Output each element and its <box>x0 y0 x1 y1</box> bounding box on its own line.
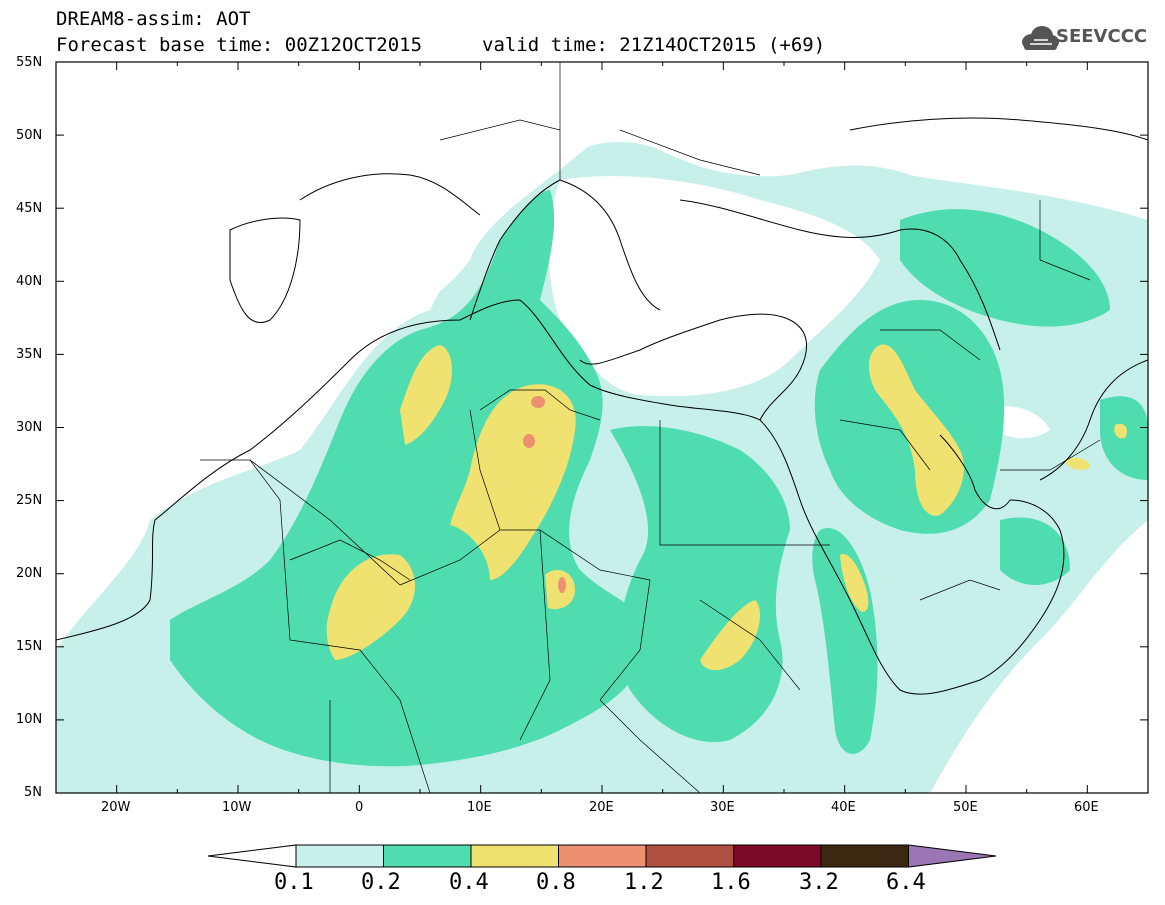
lat-label: 45N <box>16 201 43 216</box>
colorbar-label: 1.6 <box>711 870 751 895</box>
colorbar <box>207 844 997 868</box>
aot-field-0.8 <box>523 396 566 593</box>
aot-field-0.4 <box>326 344 1127 671</box>
colorbar-high-arrow <box>908 844 997 868</box>
lat-label: 5N <box>24 785 42 800</box>
map-title: DREAM8-assim: AOT <box>56 8 251 30</box>
colorbar-swatch <box>558 844 647 868</box>
colorbar-swatch <box>733 844 822 868</box>
colorbar-label: 0.8 <box>536 870 576 895</box>
colorbar-swatch <box>820 844 909 868</box>
lon-label: 20W <box>101 800 131 815</box>
lat-label: 15N <box>16 639 43 654</box>
lat-label: 55N <box>16 55 43 70</box>
colorbar-label: 3.2 <box>799 870 839 895</box>
valid-time: valid time: 21Z14OCT2015 (+69) <box>482 34 826 56</box>
lon-label: 40E <box>831 800 856 815</box>
lon-label: 10W <box>222 800 252 815</box>
colorbar-label: 0.4 <box>449 870 489 895</box>
lon-label: 30E <box>710 800 735 815</box>
colorbar-low-arrow <box>207 844 297 868</box>
lat-label: 30N <box>16 420 43 435</box>
forecast-base-time: Forecast base time: 00Z12OCT2015 <box>56 34 423 56</box>
colorbar-label: 0.1 <box>274 870 314 895</box>
lat-label: 50N <box>16 128 43 143</box>
colorbar-label: 1.2 <box>624 870 664 895</box>
lat-label: 40N <box>16 274 43 289</box>
colorbar-swatch <box>645 844 734 868</box>
colorbar-label: 6.4 <box>886 870 926 895</box>
aot-field-clear <box>56 62 1148 604</box>
country-borders <box>200 62 1101 793</box>
axis-ticks <box>55 61 1149 794</box>
colorbar-swatch <box>470 844 559 868</box>
colorbar-swatch <box>383 844 472 868</box>
lat-label: 35N <box>16 347 43 362</box>
lon-label: 10E <box>467 800 492 815</box>
logo-text: SEEVCCC <box>1056 26 1148 47</box>
colorbar-swatch <box>295 844 384 868</box>
colorbar-label: 0.2 <box>361 870 401 895</box>
lat-label: 25N <box>16 493 43 508</box>
lon-label: 0 <box>355 800 364 815</box>
lat-label: 20N <box>16 566 43 581</box>
lon-label: 50E <box>953 800 978 815</box>
lon-label: 60E <box>1074 800 1099 815</box>
aot-field-0.2 <box>170 190 1148 767</box>
lon-label: 20E <box>589 800 614 815</box>
lat-label: 10N <box>16 712 43 727</box>
cloud-icon <box>1022 26 1059 50</box>
